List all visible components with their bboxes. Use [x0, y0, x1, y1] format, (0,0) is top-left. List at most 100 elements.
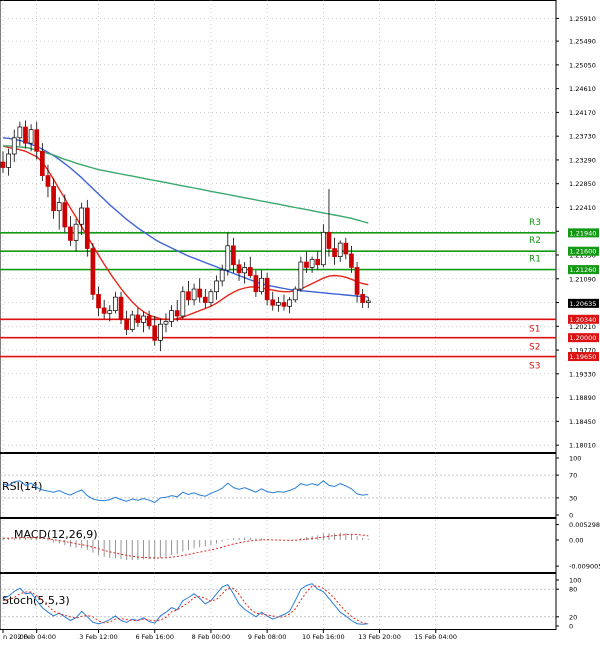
x-tick-label: 3 Feb 12:00: [79, 633, 118, 641]
stoch-y-tick-label: 0: [569, 623, 573, 631]
x-tick-label: 13 Feb 20:00: [358, 633, 401, 641]
level-price-tag-R3: [568, 228, 599, 238]
candle-body-down: [23, 126, 28, 144]
candle-body-up: [163, 321, 169, 325]
stoch-panel-frame: [0, 573, 557, 630]
level-label-R3: R3: [529, 218, 541, 228]
y-tick-label: 1.18890: [569, 394, 596, 402]
stoch-y-tick-label: 20: [569, 613, 577, 621]
x-tick-label: n 20:00: [3, 633, 28, 641]
level-price-tag-R2: [568, 246, 599, 256]
candle-body-down: [84, 207, 90, 249]
candle-body-up: [191, 288, 197, 301]
candle-body-down: [62, 202, 68, 228]
y-tick-label: 1.24170: [569, 109, 596, 117]
candle-body-down: [304, 261, 309, 268]
candle-body-down: [315, 258, 321, 266]
candle-body-up: [219, 269, 225, 282]
candle-body-up: [225, 245, 231, 271]
rsi-y-axis: 100 70 30 0: [0, 455, 581, 520]
candle-body-up: [28, 129, 34, 144]
candle-body-down: [332, 248, 337, 257]
ma-line-1: [2, 145, 369, 320]
ma-line-2: [2, 137, 369, 298]
stoch-y-tick-label: 80: [569, 586, 577, 594]
rsi-panel-frame: [0, 453, 557, 518]
candle-body-down: [202, 296, 208, 303]
current-price-tag: [568, 298, 599, 308]
candle-body-up: [180, 291, 186, 317]
stoch-d-line: [2, 585, 369, 625]
level-price-tag-text: 1.21940: [570, 229, 597, 237]
rsi-y-tick-label: 30: [569, 494, 577, 502]
level-price-tag-S3: [568, 352, 599, 362]
candle-body-down: [326, 231, 332, 249]
candle-body-down: [124, 318, 129, 330]
rsi-line: [2, 480, 369, 504]
level-label-S2: S2: [529, 343, 540, 353]
moving-averages: [2, 137, 369, 320]
candle-body-up: [309, 258, 315, 268]
candle-body-down: [152, 325, 158, 341]
candle-body-up: [141, 315, 146, 323]
stoch-y-tick-label: 100: [569, 577, 581, 585]
level-price-tag-R1: [568, 265, 599, 275]
level-price-tag-text: 1.19650: [570, 353, 597, 361]
level-price-tag-S1: [568, 314, 599, 324]
candle-body-down: [253, 275, 259, 293]
level-label-R1: R1: [529, 255, 541, 265]
macd-y-axis: 0.005298 0.00 -0.009005: [556, 521, 600, 571]
x-tick-label: 6 Feb 16:00: [135, 633, 174, 641]
candle-body-up: [73, 223, 79, 241]
grid-group: [0, 0, 556, 630]
y-tick-label: 1.24610: [569, 85, 596, 93]
candle-body-down: [247, 267, 253, 276]
rsi-y-tick-label: 70: [569, 472, 577, 480]
y-tick-label: 1.25490: [569, 38, 596, 46]
candle-body-down: [118, 296, 124, 320]
candle-body-down: [174, 310, 180, 317]
candlesticks: [0, 120, 371, 352]
x-axis: n 20:002 Feb 04:00 3 Feb 12:00 6 Feb 16:00…: [2, 630, 457, 641]
candle-body-down: [231, 245, 236, 266]
candle-body-up: [365, 300, 371, 303]
candle-body-down: [96, 294, 101, 309]
candle-body-up: [259, 277, 264, 293]
candle-body-down: [39, 150, 45, 176]
macd-signal-line: [3, 533, 369, 559]
candle-body-up: [292, 288, 298, 301]
y-tick-label: 1.19770: [569, 347, 596, 355]
level-price-tag-text: 1.21260: [570, 266, 597, 274]
candle-body-up: [158, 323, 163, 341]
ma-line-3: [3, 145, 369, 224]
y-tick-label: 1.23290: [569, 156, 596, 164]
candle-body-up: [129, 314, 135, 330]
y-tick-label: 1.22410: [569, 204, 596, 212]
y-tick-label: 1.18450: [569, 418, 596, 426]
candle-body-up: [298, 261, 304, 290]
candle-body-up: [242, 267, 248, 274]
candle-body-up: [287, 299, 292, 307]
candle-body-up: [276, 302, 281, 306]
candle-body-up: [79, 207, 85, 225]
level-price-tag-text: 1.21600: [570, 248, 597, 256]
x-tick-label: 10 Feb 16:00: [302, 633, 345, 641]
macd-histogram: [2, 532, 369, 561]
candle-body-down: [51, 186, 56, 212]
candle-body-up: [208, 291, 214, 303]
candle-body-up: [11, 137, 17, 155]
stoch-title: Stoch(5,5,3): [2, 594, 70, 607]
candle-body-down: [45, 175, 51, 187]
candle-body-down: [343, 242, 349, 255]
pivot-levels: R3 1.21940 R2 1.21600 R1 1.21260 S1 1.20340 S2 1.…: [0, 218, 599, 372]
candle-body-down: [146, 315, 152, 327]
candle-body-down: [90, 248, 96, 295]
candle-body-up: [56, 202, 62, 212]
candle-body-down: [360, 294, 366, 303]
candle-body-down: [281, 302, 287, 307]
axes-group: [0, 0, 557, 630]
macd-panel-frame: [0, 518, 557, 573]
y-tick-label: 1.18010: [569, 442, 596, 450]
